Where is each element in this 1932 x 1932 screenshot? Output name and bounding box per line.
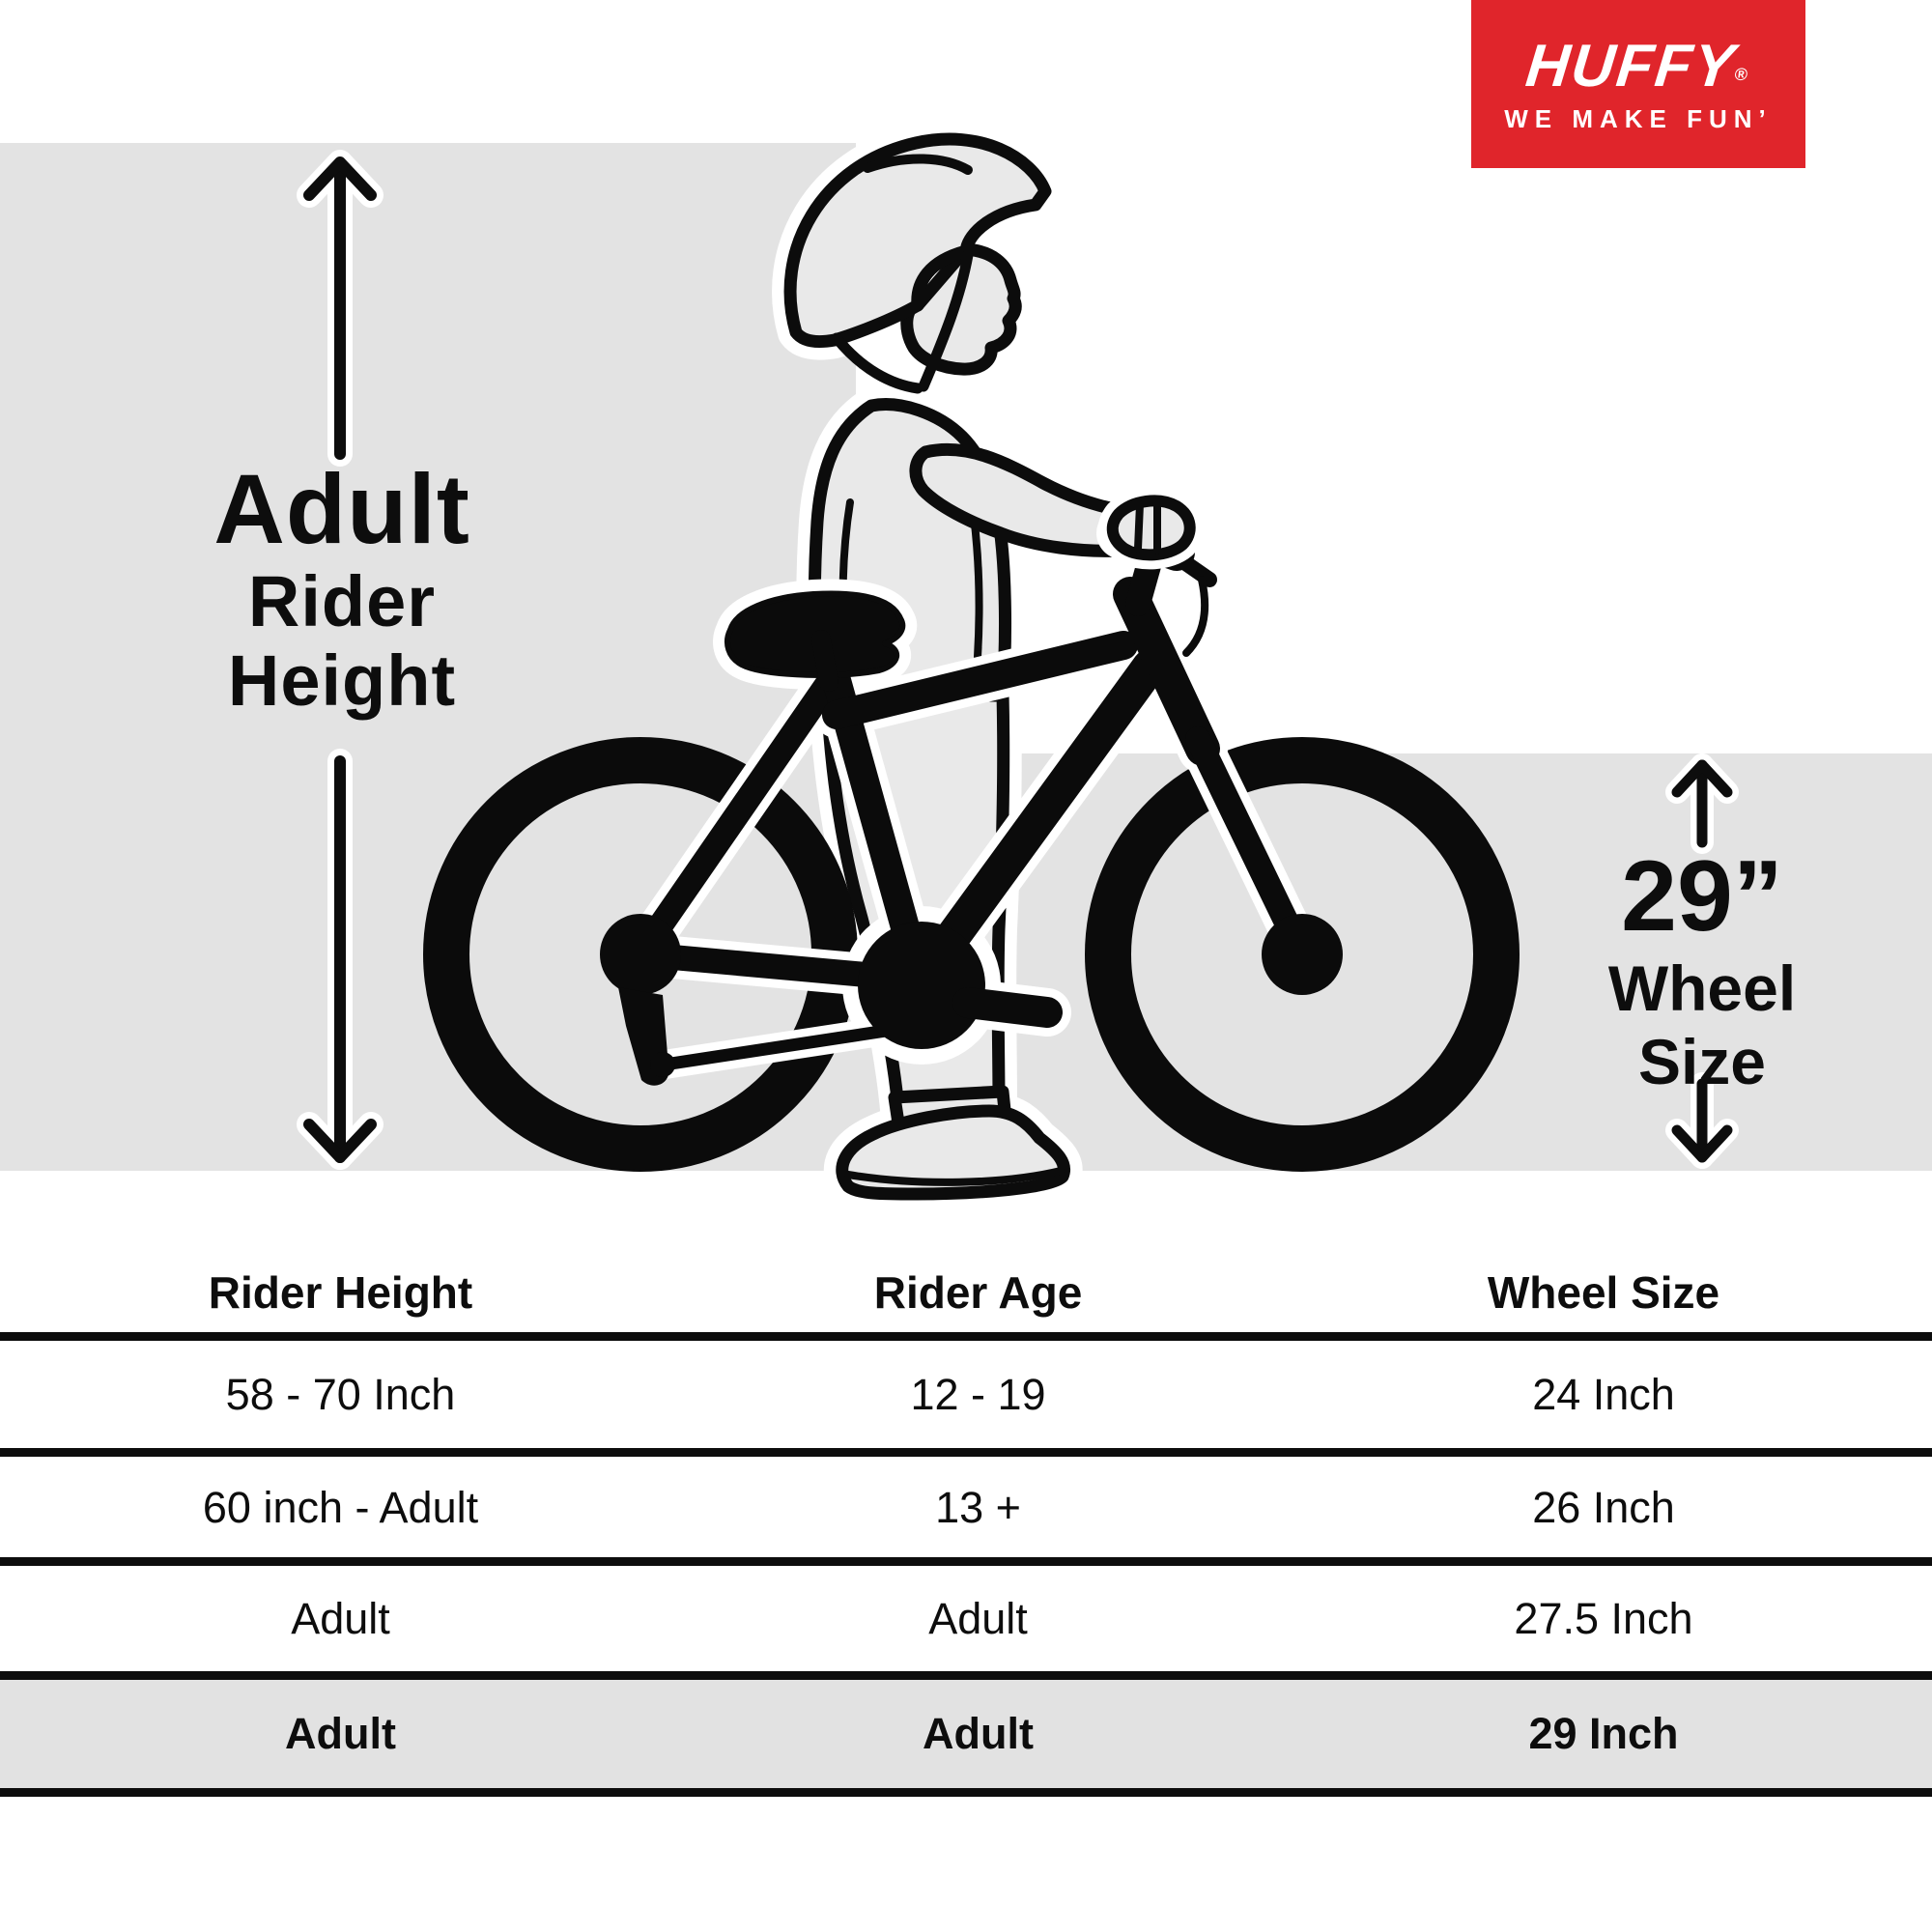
row1-rider-age: 12 - 19 bbox=[910, 1370, 1046, 1419]
row3-wheel-size: 27.5 Inch bbox=[1514, 1594, 1693, 1643]
row4-rider-height: Adult bbox=[285, 1709, 396, 1758]
row3-rider-height: Adult bbox=[291, 1594, 390, 1643]
size-table-row: 60 inch - Adult 13 + 26 Inch bbox=[0, 1461, 1932, 1555]
header-rider-age: Rider Age bbox=[873, 1267, 1083, 1318]
crank bbox=[858, 922, 985, 1049]
header-rider-height: Rider Height bbox=[208, 1267, 473, 1318]
rider-helmet bbox=[783, 132, 1052, 349]
row1-rider-height: 58 - 70 Inch bbox=[225, 1370, 456, 1419]
row3-rider-age: Adult bbox=[928, 1594, 1028, 1643]
table-rule bbox=[0, 1671, 1932, 1680]
size-table-header-row: Rider Height Rider Age Wheel Size bbox=[0, 1256, 1932, 1329]
row1-wheel-size: 24 Inch bbox=[1532, 1370, 1675, 1419]
wheel-size-label-line1: Wheel bbox=[1607, 952, 1797, 1024]
huffy-logo-wordmark: HUFFY® bbox=[1522, 33, 1751, 99]
size-table-row-highlighted: Adult Adult 29 Inch bbox=[0, 1683, 1932, 1785]
front-hub bbox=[1262, 914, 1343, 995]
rider-height-label: Adult Rider Height bbox=[91, 460, 593, 717]
table-rule bbox=[0, 1557, 1932, 1566]
rider-height-label-line1: Adult bbox=[213, 454, 470, 564]
rider-height-arrow-icon bbox=[297, 150, 384, 1170]
rear-hub bbox=[600, 914, 681, 995]
rider-hand bbox=[1097, 486, 1205, 570]
huffy-logo: HUFFY® WE MAKE FUN’ bbox=[1471, 0, 1805, 168]
wheel-size-label-line2: Size bbox=[1637, 1026, 1767, 1097]
table-rule bbox=[0, 1788, 1932, 1797]
rider-face bbox=[900, 242, 1022, 376]
table-rule bbox=[0, 1448, 1932, 1457]
size-table-row: 58 - 70 Inch 12 - 19 24 Inch bbox=[0, 1345, 1932, 1445]
highlighted-row-background bbox=[0, 1680, 1932, 1788]
table-rule bbox=[0, 1332, 1932, 1341]
rider-height-label-line3: Height bbox=[227, 640, 457, 721]
row2-rider-height: 60 inch - Adult bbox=[202, 1483, 479, 1532]
row2-rider-age: 13 + bbox=[935, 1483, 1021, 1532]
top-tube bbox=[822, 631, 1138, 729]
chain bbox=[658, 1019, 924, 1071]
row2-wheel-size: 26 Inch bbox=[1532, 1483, 1675, 1532]
row4-wheel-size: 29 Inch bbox=[1528, 1709, 1679, 1758]
seat-post bbox=[811, 630, 838, 692]
pedal bbox=[952, 987, 1063, 1028]
row4-rider-age: Adult bbox=[923, 1709, 1034, 1758]
brake-cable bbox=[1182, 576, 1209, 657]
wheel-size-label: 29” Wheel Size bbox=[1480, 846, 1924, 1094]
huffy-logo-tagline: WE MAKE FUN’ bbox=[1504, 104, 1773, 133]
down-tube bbox=[904, 649, 1167, 997]
size-table-row: Adult Adult 27.5 Inch bbox=[0, 1570, 1932, 1668]
registered-mark: ® bbox=[1733, 65, 1751, 84]
wheel-size-value: 29” bbox=[1621, 840, 1783, 952]
rider-shoe bbox=[836, 1104, 1070, 1201]
seat-stay bbox=[628, 669, 841, 967]
header-wheel-size: Wheel Size bbox=[1487, 1267, 1720, 1318]
wheel-size-arrow-icon bbox=[1665, 753, 1739, 1169]
rider-height-label-line2: Rider bbox=[247, 561, 437, 641]
head-tube bbox=[1113, 577, 1220, 766]
